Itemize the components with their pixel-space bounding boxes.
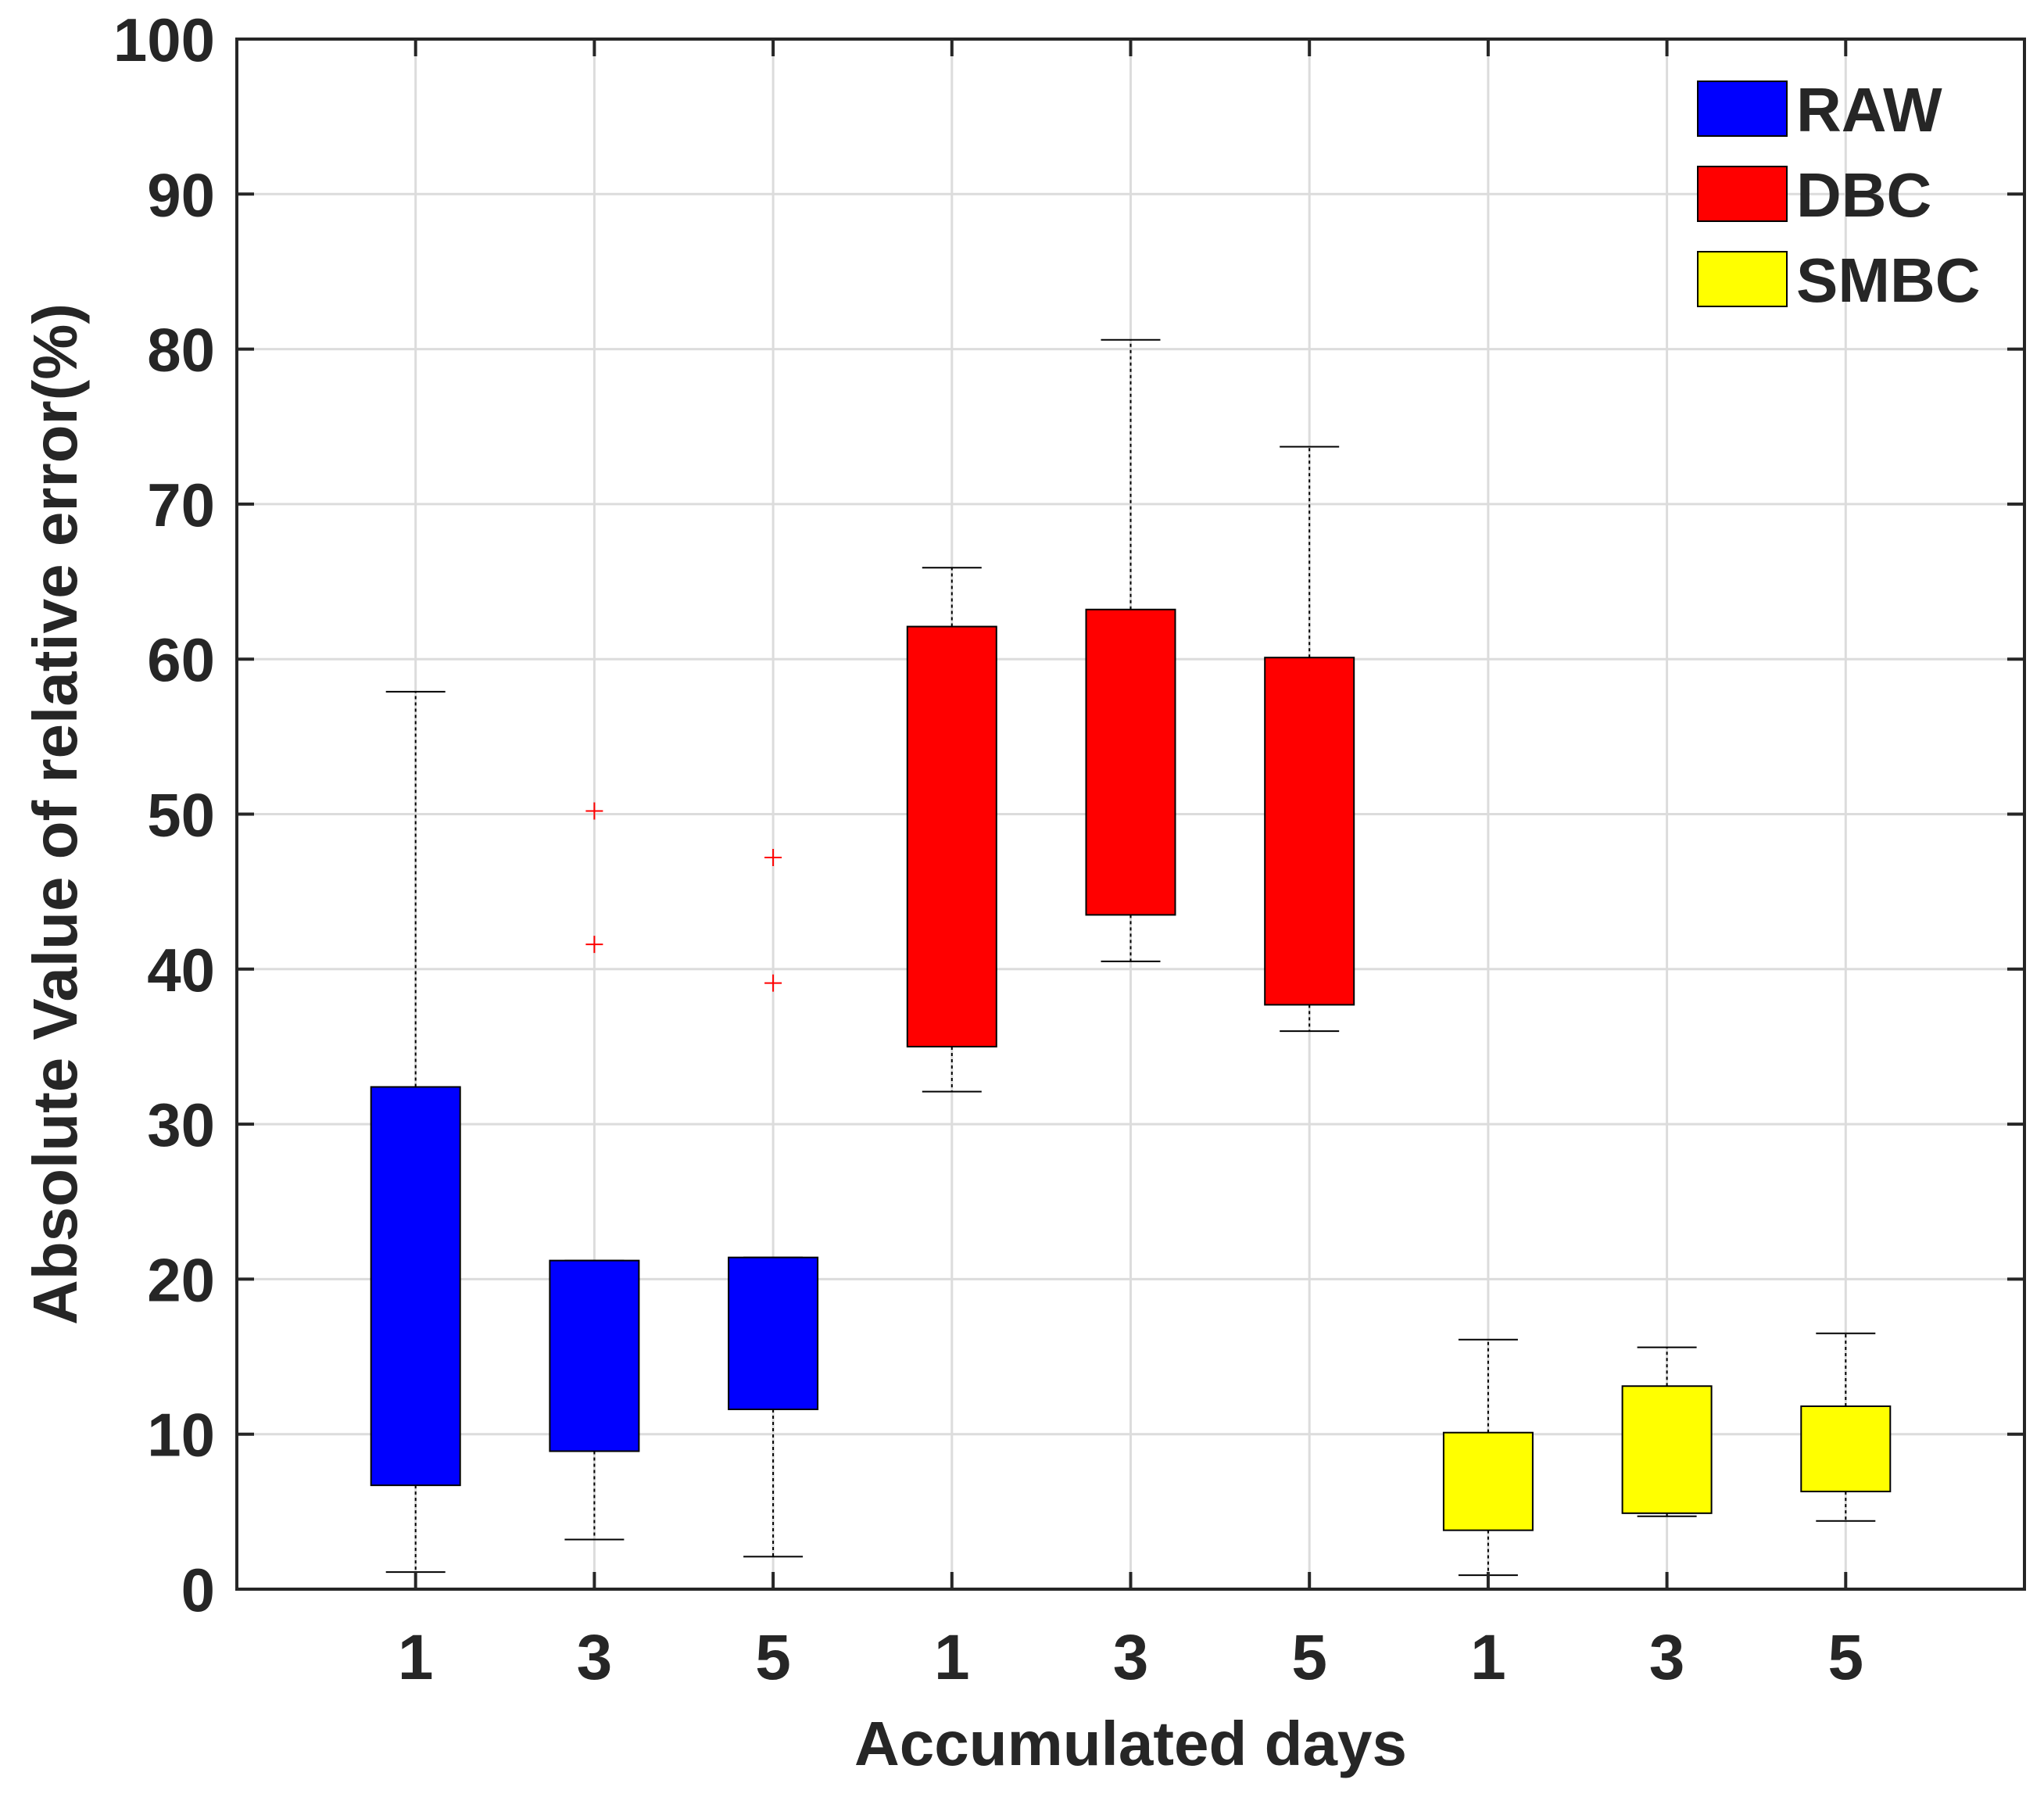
box-dbc-5 (1264, 446, 1355, 1033)
y-tick-label: 80 (147, 316, 215, 385)
box-body (906, 625, 997, 1047)
box-body (1800, 1405, 1892, 1493)
y-axis-label: Absolute Value of relative error(%) (20, 303, 90, 1325)
outlier-marker (764, 849, 782, 867)
x-axis-label: Accumulated days (854, 1709, 1407, 1778)
box-raw-1 (370, 690, 461, 1574)
legend-label: DBC (1796, 160, 1931, 230)
legend-swatch (1697, 81, 1788, 137)
box-body (549, 1259, 640, 1452)
x-tick-label: 5 (755, 1622, 791, 1693)
box-series (370, 338, 1892, 1577)
legend-item-raw: RAW (1697, 75, 1942, 145)
box-body (370, 1086, 461, 1487)
outlier-marker (764, 974, 782, 992)
y-tick-label: 20 (147, 1245, 215, 1314)
legend-swatch (1697, 166, 1788, 222)
y-tick-label: 0 (181, 1556, 215, 1624)
box-dbc-1 (906, 567, 997, 1093)
x-tick-label: 1 (1470, 1622, 1506, 1693)
x-tick-label: 3 (1113, 1622, 1149, 1693)
box-smbc-5 (1800, 1332, 1892, 1522)
x-tick-label: 5 (1291, 1622, 1327, 1693)
box-body (1442, 1431, 1534, 1531)
y-tick-label: 100 (113, 5, 215, 74)
x-tick-label: 1 (398, 1622, 434, 1693)
box-body (728, 1256, 819, 1410)
y-tick-label: 70 (147, 471, 215, 539)
y-tick-label: 40 (147, 936, 215, 1004)
axis-ticks: 0 10 20 30 40 50 60 70 80 90 100 1 3 5 1 3 5 1 3 5 (113, 5, 2024, 1693)
x-tick-label: 3 (1649, 1622, 1685, 1693)
legend-label: SMBC (1796, 245, 1981, 315)
x-tick-label: 3 (577, 1622, 613, 1693)
y-tick-label: 30 (147, 1090, 215, 1159)
legend: RAW DBC SMBC (1697, 75, 1981, 315)
y-tick-label: 60 (147, 625, 215, 694)
box-raw-3 (549, 802, 640, 1541)
x-tick-label: 5 (1827, 1622, 1863, 1693)
box-body (1264, 657, 1355, 1006)
box-smbc-1 (1442, 1338, 1534, 1577)
y-tick-label: 10 (147, 1401, 215, 1470)
box-dbc-3 (1085, 338, 1176, 962)
outlier-marker (585, 936, 603, 954)
y-tick-label: 50 (147, 781, 215, 850)
y-tick-label: 90 (147, 160, 215, 229)
legend-item-smbc: SMBC (1697, 245, 1981, 315)
box-raw-5 (728, 849, 819, 1558)
outlier-marker (585, 802, 603, 820)
legend-label: RAW (1796, 75, 1942, 145)
box-smbc-3 (1621, 1346, 1713, 1517)
legend-swatch (1697, 251, 1788, 307)
box-body (1085, 608, 1176, 916)
box-body (1621, 1385, 1713, 1514)
x-tick-label: 1 (934, 1622, 970, 1693)
legend-item-dbc: DBC (1697, 160, 1931, 230)
